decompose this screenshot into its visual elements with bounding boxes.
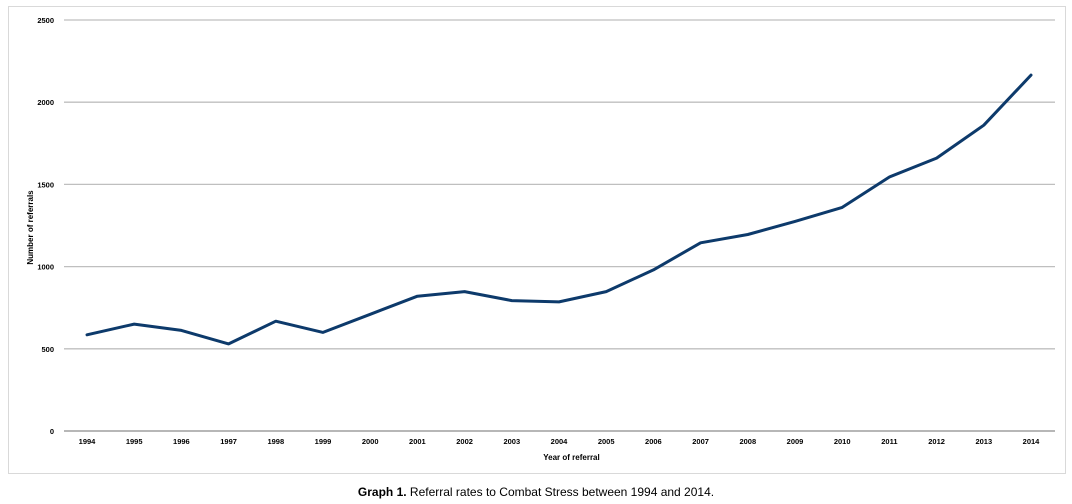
chart-frame [8,6,1066,474]
x-tick-label-1996: 1996 [173,437,190,446]
y-tick-label-2000: 2000 [37,98,54,107]
x-tick-label-1999: 1999 [315,437,332,446]
x-tick-label-2005: 2005 [598,437,615,446]
x-tick-label-2000: 2000 [362,437,379,446]
x-tick-label-2013: 2013 [975,437,992,446]
x-tick-label-2011: 2011 [881,437,897,446]
y-tick-label-1000: 1000 [37,263,54,272]
x-tick-label-2008: 2008 [739,437,756,446]
x-tick-label-1997: 1997 [220,437,237,446]
x-tick-label-1998: 1998 [267,437,284,446]
x-tick-label-2002: 2002 [456,437,473,446]
x-tick-label-1995: 1995 [126,437,143,446]
x-tick-label-2006: 2006 [645,437,662,446]
caption-label: Graph 1. [357,485,407,499]
line-chart: 0 500 1000 1500 2000 2500 1994 1995 1996 1997 1998… [26,16,1055,462]
y-axis-label: Number of referrals [26,190,35,265]
x-tick-label-2009: 2009 [787,437,804,446]
y-tick-label-0: 0 [50,427,54,436]
x-tick-label-2010: 2010 [834,437,851,446]
y-tick-label-500: 500 [41,345,54,354]
x-tick-label-2001: 2001 [409,437,426,446]
x-tick-label-1994: 1994 [79,437,97,446]
x-tick-label-2012: 2012 [928,437,945,446]
y-tick-label-2500: 2500 [37,16,54,25]
figure-caption: Graph 1. Referral rates to Combat Stress… [0,485,1072,499]
x-tick-label-2003: 2003 [503,437,520,446]
caption-text: Referral rates to Combat Stress between … [406,485,715,499]
x-tick-label-2014: 2014 [1023,437,1041,446]
series-line-0 [85,73,1033,346]
x-axis-label: Year of referral [543,453,599,462]
x-tick-label-2007: 2007 [692,437,709,446]
x-tick-label-2004: 2004 [551,437,569,446]
y-tick-label-1500: 1500 [37,180,54,189]
